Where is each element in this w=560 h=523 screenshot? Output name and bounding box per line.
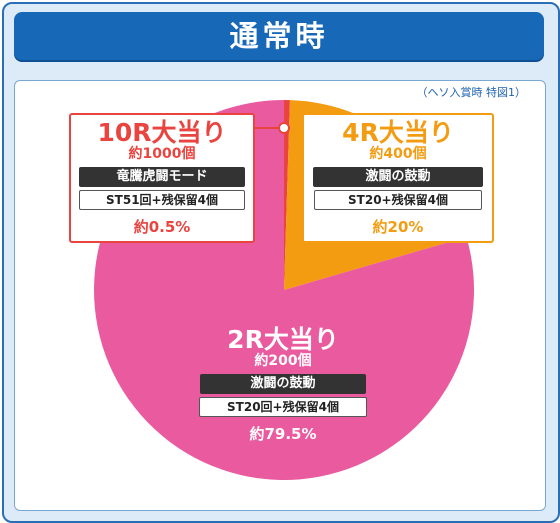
r2-mode: 激闘の鼓動	[200, 374, 366, 394]
r10-payout: 約1000個	[128, 146, 196, 162]
label-box-10r: 10R大当り 約1000個 竜騰虎闘モード ST51回+残保留4個 約0.5%	[69, 113, 255, 243]
label-box-4r: 4R大当り 約400個 激闘の鼓動 ST20+残保留4個 約20%	[302, 113, 494, 243]
r10-st: ST51回+残保留4個	[79, 190, 245, 210]
title-banner: 通常時	[14, 12, 544, 60]
r10-leader-dot	[278, 122, 290, 134]
r10-mode: 竜騰虎闘モード	[79, 167, 245, 187]
source-note: （ヘソ入賞時 特図1）	[416, 86, 527, 99]
r2-pct: 約79.5%	[249, 425, 317, 443]
r4-payout: 約400個	[369, 146, 427, 162]
r2-payout: 約200個	[254, 353, 312, 369]
r10-title: 10R大当り	[97, 118, 227, 147]
r10-pct: 約0.5%	[133, 218, 191, 236]
page-title: 通常時	[229, 19, 329, 53]
r4-mode: 激闘の鼓動	[313, 167, 483, 187]
pie-slice-1	[284, 100, 290, 290]
r4-title: 4R大当り	[342, 118, 454, 147]
r4-st: ST20+残保留4個	[314, 190, 482, 210]
r4-pct: 約20%	[372, 218, 424, 236]
r2-title: 2R大当り	[227, 325, 339, 354]
r2-st: ST20回+残保留4個	[199, 397, 367, 417]
label-box-2r: 2R大当り 約200個 激闘の鼓動 ST20回+残保留4個 約79.5%	[197, 322, 369, 450]
